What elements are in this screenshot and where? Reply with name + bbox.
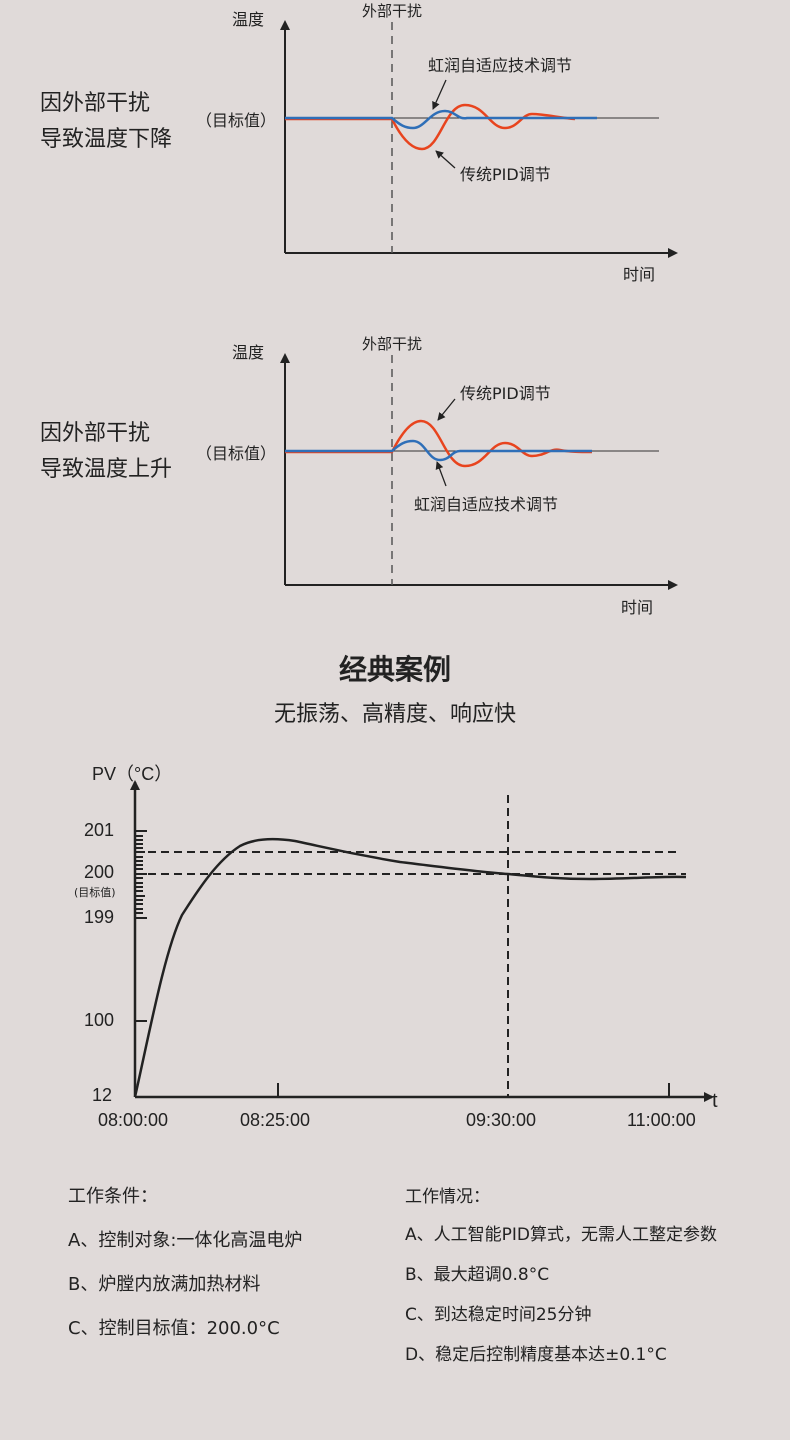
x-tick-label: 09:30:00 [466, 1110, 537, 1130]
diagram2 [280, 353, 678, 590]
side-label-line: 因外部干扰 [40, 421, 151, 446]
target-label: （目标值） [196, 444, 277, 463]
result-item: A、人工智能PID算式，无需人工整定参数 [405, 1225, 717, 1245]
condition-item: C、控制目标值：200.0°C [68, 1318, 280, 1339]
result-item: D、稳定后控制精度基本达±0.1°C [405, 1345, 667, 1365]
y-tick-label: 200 [84, 862, 115, 882]
x-tick-label: 08:25:00 [240, 1110, 311, 1130]
adaptive-arrow [435, 461, 447, 487]
x-axis-label: 时间 [623, 265, 656, 284]
case-chart [130, 780, 714, 1102]
diagram2-side-label: 因外部干扰 导致温度上升 [40, 416, 172, 488]
condition-item: A、控制对象:一体化高温电炉 [68, 1230, 303, 1251]
side-label-line: 因外部干扰 [40, 91, 151, 116]
x-axis-label: 时间 [621, 598, 654, 617]
adaptive-curve [285, 439, 592, 462]
disturbance-label: 外部干扰 [362, 335, 423, 353]
x-tick-label: 08:00:00 [98, 1110, 169, 1130]
adaptive-arrow [432, 79, 447, 110]
side-label-line: 导致温度上升 [40, 457, 173, 482]
adaptive-label: 虹润自适应技术调节 [414, 495, 559, 514]
x-tick-label: 11:00:00 [627, 1110, 696, 1130]
pid-curve [285, 103, 576, 151]
y-tick-label: 12 [92, 1085, 113, 1105]
y-minor-ticks [135, 830, 147, 1022]
results-heading: 工作情况： [405, 1187, 490, 1207]
adaptive-label: 虹润自适应技术调节 [428, 56, 573, 75]
result-item: B、最大超调0.8°C [405, 1265, 550, 1285]
pid-arrow [435, 150, 456, 169]
adaptive-curve [285, 109, 597, 130]
case-title: 经典案例 [338, 653, 451, 686]
target-note: (目标值) [74, 886, 116, 899]
pid-label: 传统PID调节 [460, 165, 551, 184]
y-axis-label: PV（°C） [92, 764, 173, 784]
diagram1-side-label: 因外部干扰 导致温度下降 [40, 86, 172, 158]
result-item: C、到达稳定时间25分钟 [405, 1305, 592, 1325]
y-axis-label: 温度 [232, 10, 265, 29]
case-subtitle: 无振荡、高精度、响应快 [273, 702, 516, 727]
conditions-heading: 工作条件： [68, 1186, 158, 1207]
side-label-line: 导致温度下降 [40, 127, 173, 152]
y-tick-label: 100 [84, 1010, 115, 1030]
y-axis-label: 温度 [232, 343, 265, 362]
condition-item: B、炉膛内放满加热材料 [68, 1274, 261, 1295]
y-tick-label: 201 [84, 820, 115, 840]
y-tick-label: 199 [84, 907, 115, 927]
diagram1 [280, 20, 678, 258]
target-label: （目标值） [196, 111, 277, 130]
x-ticks [277, 1083, 670, 1097]
pid-label: 传统PID调节 [460, 384, 551, 403]
x-axis-label: t [712, 1090, 718, 1112]
pv-curve [133, 837, 687, 1098]
disturbance-label: 外部干扰 [362, 2, 423, 20]
pid-arrow [437, 398, 456, 421]
